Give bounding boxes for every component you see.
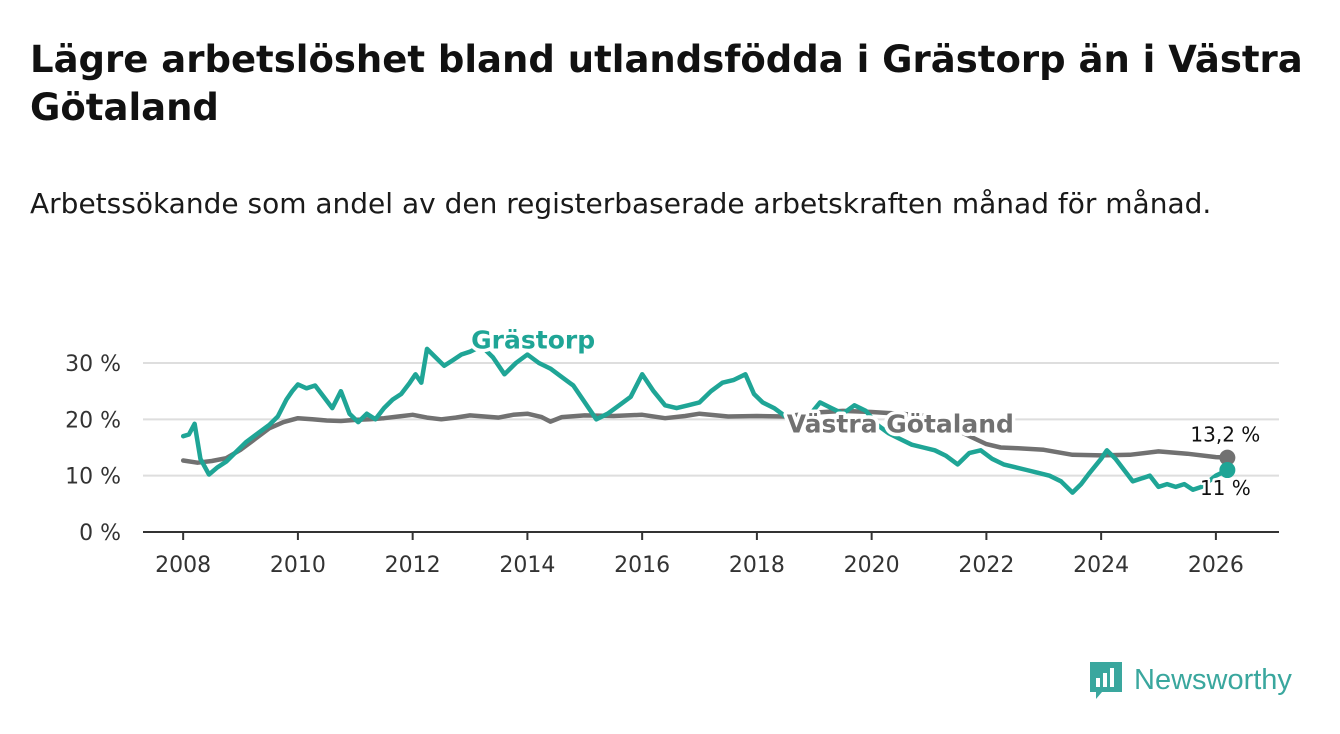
x-tick-label: 2026 [1188,553,1244,578]
y-axis-ticks: 0 % 10 % 20 % 30 % [65,352,121,546]
bar-chart-logo-icon [1090,662,1122,699]
y-tick-label: 30 % [65,352,121,377]
series-lines [180,343,1236,495]
x-tick-label: 2012 [385,553,441,578]
x-tick-label: 2008 [155,553,211,578]
series-end-point [1219,449,1236,466]
line-chart: 0 % 10 % 20 % 30 % 2008 2010 2012 2014 2016 2018… [65,322,1279,578]
series-line-1 [180,343,1230,495]
x-tick-label: 2024 [1073,553,1129,578]
x-tick-label: 2016 [614,553,670,578]
y-tick-label: 20 % [65,408,121,433]
x-tick-label: 2020 [844,553,900,578]
chart-title: Lägre arbetslöshet bland utlandsfödda i … [30,38,1303,129]
series-name-label: Grästorp [471,325,595,354]
newsworthy-brand: Newsworthy [1088,660,1292,700]
brand-name: Newsworthy [1134,663,1292,696]
y-tick-label: 0 % [79,521,121,546]
x-tick-label: 2022 [958,553,1014,578]
x-axis: 2008 2010 2012 2014 2016 2018 2020 2022 2024 2026 [143,531,1279,578]
series-line-0 [180,408,1230,465]
chart-subtitle: Arbetssökande som andel av den registerb… [30,187,1212,220]
x-tick-label: 2014 [499,553,555,578]
series-name-label: Västra Götaland [787,409,1014,438]
series-labels: 13,2 % 11 % Grästorp Västra Götaland [468,322,1263,503]
series-end-point [1219,462,1236,479]
series-end-label: 13,2 % [1190,423,1260,447]
y-tick-label: 10 % [65,465,121,490]
x-tick-label: 2010 [270,553,326,578]
x-tick-label: 2018 [729,553,785,578]
series-end-label: 11 % [1200,476,1251,500]
